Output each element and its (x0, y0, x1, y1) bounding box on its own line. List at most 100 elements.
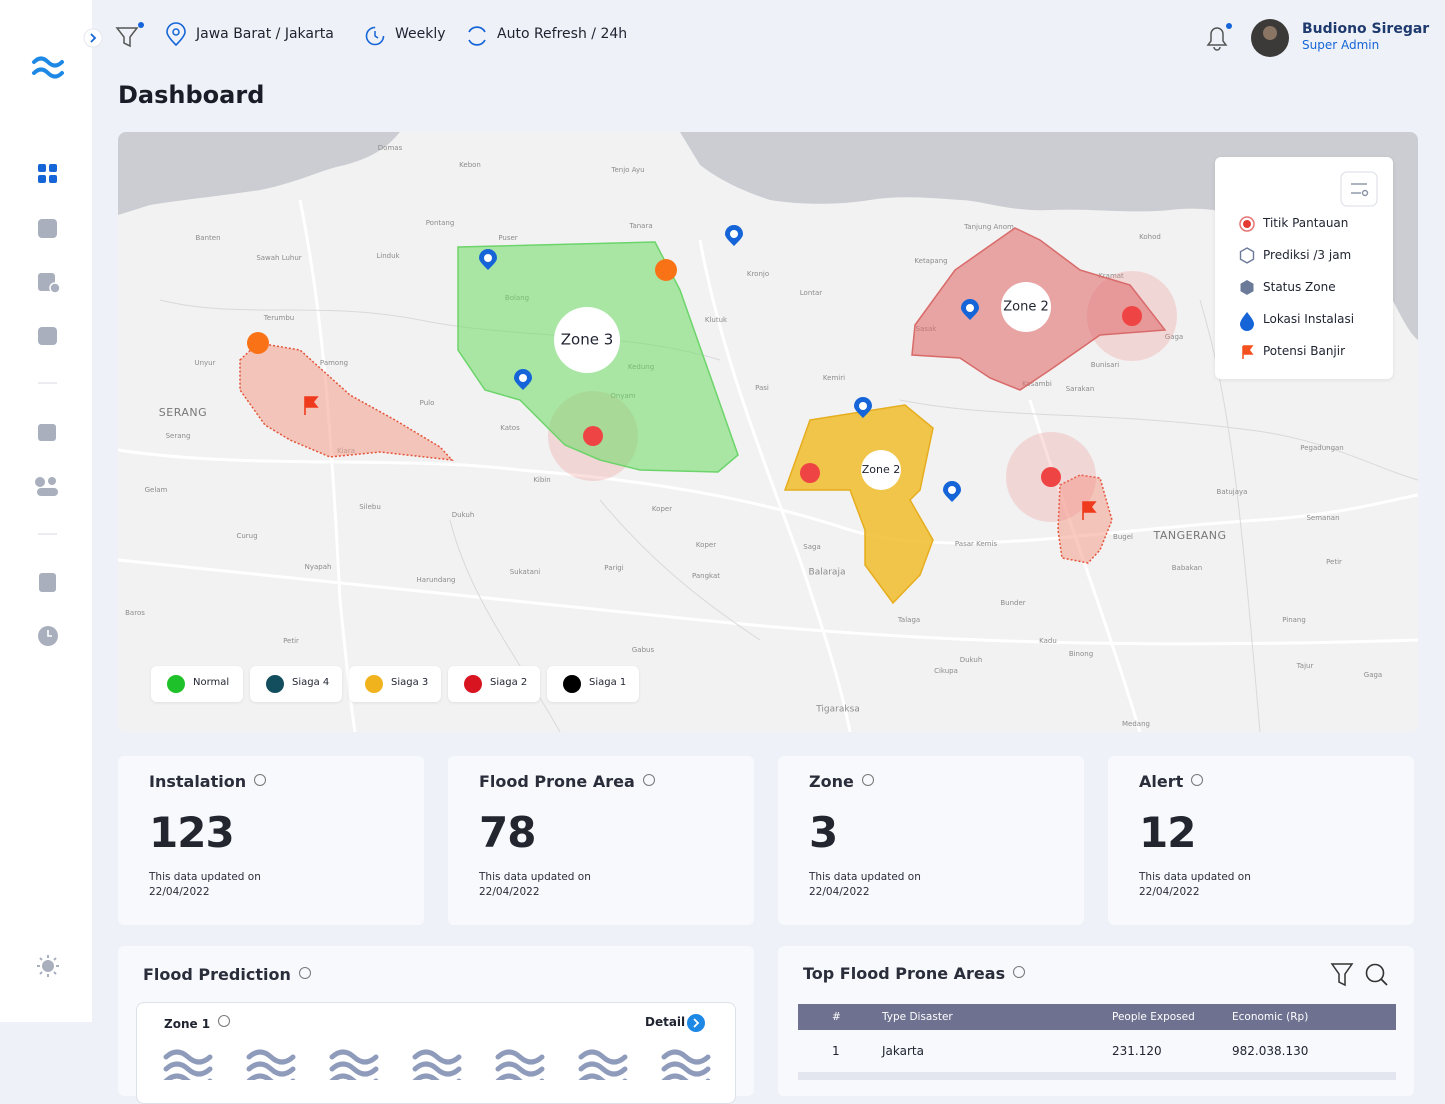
place-label: Puser (498, 234, 517, 242)
stat-card (448, 756, 754, 925)
info-icon[interactable] (642, 774, 655, 786)
refresh-setting[interactable]: Auto Refresh / 24h (497, 26, 628, 42)
period-icon[interactable] (365, 26, 385, 46)
logo[interactable] (32, 56, 64, 79)
place-label: Silebu (359, 503, 381, 511)
place-label: Pamong (320, 359, 348, 367)
nav-users[interactable] (35, 477, 45, 487)
wave (578, 1073, 628, 1080)
info-icon[interactable] (1191, 774, 1204, 786)
wave (329, 1049, 379, 1065)
info-icon[interactable] (254, 774, 267, 786)
wave (163, 1073, 213, 1080)
stat-date: 22/04/2022 (479, 886, 540, 898)
place-label: Katos (500, 424, 520, 432)
monitoring-point (800, 463, 820, 483)
top-areas-title: Top Flood Prone Areas (803, 964, 1006, 983)
theme-toggle[interactable] (37, 955, 59, 977)
user-name[interactable]: Budiono Siregar (1302, 21, 1430, 37)
legend-icons (1239, 171, 1378, 359)
legend-label: Lokasi Instalasi (1263, 312, 1355, 326)
refresh-icon[interactable] (468, 26, 486, 46)
status-chip (250, 666, 342, 702)
sidebar-icons (32, 28, 103, 977)
wave (246, 1073, 296, 1080)
notification-bell[interactable] (1206, 27, 1228, 46)
stat-title: Flood Prone Area (479, 772, 655, 791)
chevron (90, 33, 97, 43)
table-filter[interactable] (1330, 963, 1354, 987)
location-icon[interactable] (166, 22, 186, 47)
stat-card (778, 756, 1084, 925)
wave (412, 1061, 462, 1077)
stat-value: 78 (479, 808, 536, 857)
stat-date: 22/04/2022 (809, 886, 870, 898)
user-role: Super Admin (1302, 38, 1380, 52)
detail-link[interactable]: Detail (645, 1015, 686, 1029)
place-label: Gabus (632, 646, 655, 654)
pin-center (519, 374, 527, 382)
monitoring-point (1041, 467, 1061, 487)
place-label: Gaga (1165, 333, 1183, 341)
bell-clapper (1213, 46, 1221, 51)
place-label: Curug (236, 532, 257, 540)
stat-date: 22/04/2022 (1139, 886, 1200, 898)
nav-clipboard[interactable] (39, 573, 56, 592)
settings-knob (1361, 189, 1369, 197)
wave (412, 1073, 462, 1080)
zone-label: Zone 2 (1003, 300, 1049, 315)
info-icon[interactable] (861, 774, 874, 786)
card-title: Flood Prediction (143, 965, 311, 984)
legend-label: Prediksi /3 jam (1263, 248, 1352, 262)
place-label: Koper (652, 505, 672, 513)
location-filter[interactable]: Jawa Barat / Jakarta (196, 26, 334, 42)
status-label: Siaga 4 (292, 677, 330, 688)
place-label: Binong (1069, 650, 1093, 658)
info-icon[interactable] (298, 967, 311, 979)
place-label: Tanjung Anom (963, 223, 1014, 231)
table-search[interactable] (1365, 963, 1385, 983)
place-label: Kosambi (1022, 380, 1052, 388)
place-labels: Domas Kebon Tenjo Ayu Banten Pontang Tanara Pu… (125, 144, 1382, 728)
period-filter[interactable]: Weekly (395, 26, 446, 42)
wave (246, 1049, 296, 1065)
nav-map[interactable] (38, 219, 57, 238)
stat-title-text: Instalation (149, 772, 247, 791)
place-label: Koper (696, 541, 716, 549)
place-label: Sarakan (1066, 385, 1095, 393)
nav-users-2 (48, 477, 56, 485)
wave (661, 1073, 711, 1080)
info-icon[interactable] (1013, 966, 1026, 978)
info-icon[interactable] (218, 1015, 231, 1027)
legend-label: Status Zone (1263, 280, 1336, 294)
filter-icon[interactable] (115, 27, 139, 48)
card-title: Top Flood Prone Areas (803, 964, 1026, 983)
place-label: Batujaya (1217, 488, 1248, 496)
wave (246, 1061, 296, 1077)
nav-notes[interactable] (38, 424, 56, 441)
flood-flag (304, 396, 319, 415)
place-label: Domas (378, 144, 403, 152)
status-dot (167, 675, 185, 693)
place-label: Tajur (1296, 662, 1314, 670)
wave (661, 1061, 711, 1077)
legend-settings-button[interactable] (1340, 171, 1378, 207)
place-label: Unyur (194, 359, 215, 367)
collapse-button[interactable] (83, 28, 103, 48)
status-label: Siaga 1 (589, 677, 627, 688)
stat-note: This data updated on (149, 871, 261, 883)
place-label: Sawah Luhur (256, 254, 301, 262)
wave (163, 1049, 213, 1065)
zone-badge (1001, 282, 1051, 332)
legend-symbol (1239, 247, 1255, 264)
nav-report[interactable] (38, 327, 57, 345)
wave (329, 1073, 379, 1080)
place-label: Ketapang (914, 257, 947, 265)
detail-button[interactable] (687, 1014, 705, 1032)
place-label: Harundang (417, 576, 456, 584)
zone-badge (554, 307, 620, 373)
place-label: Bugel (1113, 533, 1133, 541)
status-label: Siaga 2 (490, 677, 528, 688)
place-label: Kemiri (823, 374, 845, 382)
nav-dashboard[interactable] (38, 164, 57, 183)
